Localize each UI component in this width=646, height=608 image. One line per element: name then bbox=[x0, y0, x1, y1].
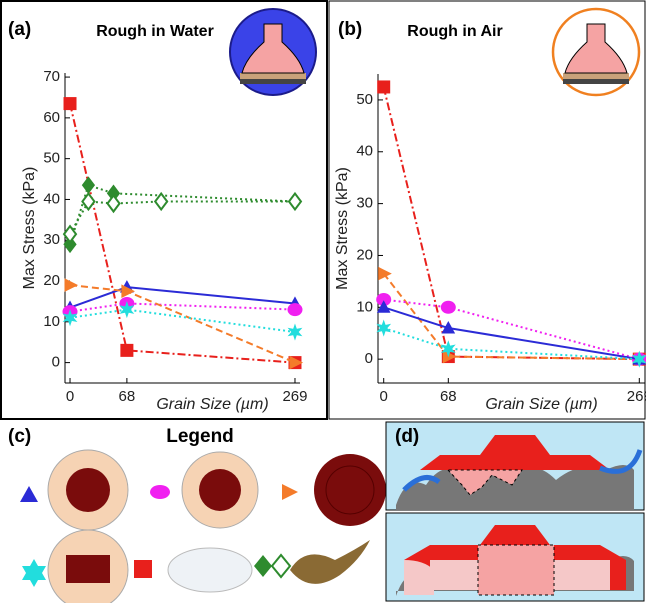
marker bbox=[441, 301, 455, 313]
panel-label: (a) bbox=[8, 19, 31, 40]
x-tick-label: 269 bbox=[627, 388, 646, 405]
panel-label: (d) bbox=[395, 426, 419, 447]
y-tick-label: 10 bbox=[356, 298, 373, 315]
x-tick-label: 0 bbox=[66, 388, 74, 405]
marker bbox=[289, 193, 301, 209]
series-line bbox=[70, 303, 295, 311]
y-tick-label: 70 bbox=[43, 68, 60, 85]
marker bbox=[288, 304, 302, 316]
x-tick-label: 68 bbox=[119, 388, 136, 405]
series-line bbox=[70, 287, 295, 307]
inset-air bbox=[553, 9, 639, 95]
series-line bbox=[70, 185, 295, 244]
marker bbox=[108, 196, 120, 212]
series-line bbox=[384, 87, 640, 359]
y-tick-label: 30 bbox=[43, 231, 60, 248]
series-line bbox=[384, 274, 640, 360]
series-line bbox=[384, 300, 640, 360]
legend-drawings bbox=[20, 450, 386, 603]
y-tick-label: 40 bbox=[43, 190, 60, 207]
series-line bbox=[70, 310, 295, 332]
x-tick-label: 0 bbox=[380, 388, 388, 405]
y-tick-label: 50 bbox=[356, 91, 373, 108]
y-tick-label: 50 bbox=[43, 150, 60, 167]
figure: (c) Legend (d) 0 10 20 30 40 50 60 70 0 68 269 Grai… bbox=[0, 0, 646, 603]
series-line bbox=[70, 104, 295, 363]
series-line bbox=[384, 328, 640, 359]
x-tick-label: 68 bbox=[440, 388, 457, 405]
marker bbox=[289, 325, 301, 339]
y-tick-label: 30 bbox=[356, 195, 373, 212]
marker bbox=[378, 321, 390, 335]
marker bbox=[65, 279, 77, 291]
y-tick-label: 40 bbox=[356, 143, 373, 160]
series-line bbox=[70, 285, 295, 363]
y-tick-label: 0 bbox=[365, 350, 373, 367]
x-axis-label: Grain Size (µm) bbox=[156, 396, 268, 413]
panel-label: (b) bbox=[338, 19, 362, 40]
page: {"chart_data":[ {"type":"line","panel":"… bbox=[0, 0, 646, 603]
inset-water bbox=[230, 9, 316, 95]
y-tick-label: 10 bbox=[43, 313, 60, 330]
chart-title: Rough in Air bbox=[407, 23, 502, 40]
x-tick-label: 269 bbox=[282, 388, 307, 405]
marker bbox=[82, 177, 94, 193]
marker bbox=[121, 344, 133, 356]
y-tick-label: 20 bbox=[356, 246, 373, 263]
y-tick-label: 20 bbox=[43, 272, 60, 289]
y-axis-label: Max Stress (kPa) bbox=[334, 167, 351, 290]
marker bbox=[378, 81, 390, 93]
marker bbox=[379, 268, 391, 280]
legend-title: Legend bbox=[166, 426, 234, 447]
series-line bbox=[70, 201, 295, 234]
y-tick-label: 0 bbox=[52, 354, 60, 371]
chart-title: Rough in Water bbox=[96, 23, 214, 40]
y-tick-label: 60 bbox=[43, 109, 60, 126]
x-axis-label: Grain Size (µm) bbox=[485, 396, 597, 413]
marker bbox=[64, 98, 76, 110]
y-axis-label: Max Stress (kPa) bbox=[21, 167, 38, 290]
panel-label: (c) bbox=[8, 426, 31, 447]
